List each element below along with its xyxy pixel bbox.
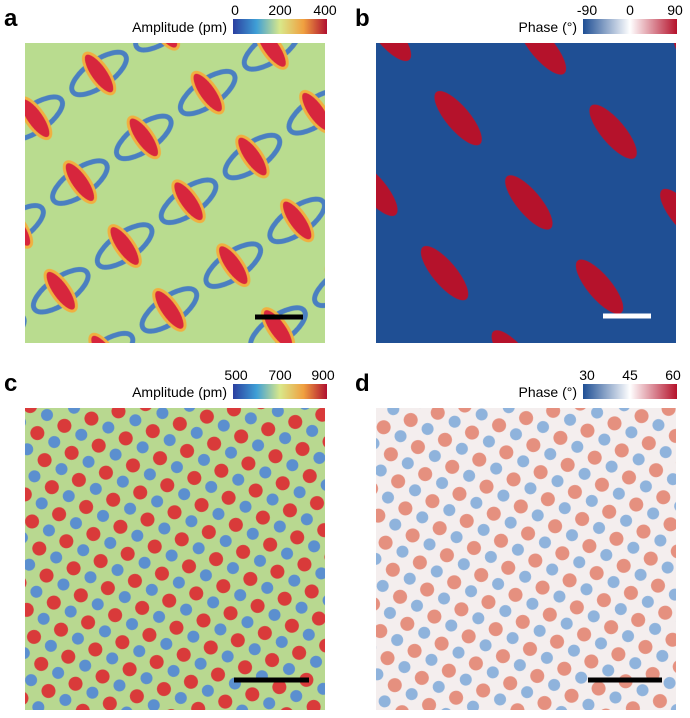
colorbar-title: Phase (°): [518, 19, 577, 35]
amplitude-image: [25, 408, 325, 710]
colorbar: [233, 384, 327, 399]
panel-label: b: [355, 5, 370, 32]
colorbar-tick: 500: [224, 367, 248, 383]
colorbar: [233, 19, 327, 34]
colorbar-title: Amplitude (pm): [132, 384, 227, 400]
panel-label: c: [4, 370, 17, 397]
phase-image: [376, 408, 676, 710]
colorbar-tick: 0: [626, 2, 634, 18]
amplitude-image: [25, 43, 325, 343]
colorbar: [583, 19, 677, 34]
panel-label: a: [4, 5, 18, 32]
colorbar-tick: -90: [577, 2, 597, 18]
panel-label: d: [355, 370, 370, 397]
colorbar-tick: 200: [268, 2, 292, 18]
colorbar: [583, 384, 677, 399]
colorbar-title: Amplitude (pm): [132, 19, 227, 35]
colorbar-tick: 400: [313, 2, 337, 18]
colorbar-tick: 900: [311, 367, 335, 383]
colorbar-tick: 0: [231, 2, 239, 18]
colorbar-tick: 60: [665, 367, 681, 383]
colorbar-title: Phase (°): [518, 384, 577, 400]
colorbar-tick: 90: [667, 2, 683, 18]
colorbar-tick: 30: [579, 367, 595, 383]
colorbar-tick: 700: [268, 367, 292, 383]
phase-image: [376, 43, 676, 343]
colorbar-tick: 45: [622, 367, 638, 383]
